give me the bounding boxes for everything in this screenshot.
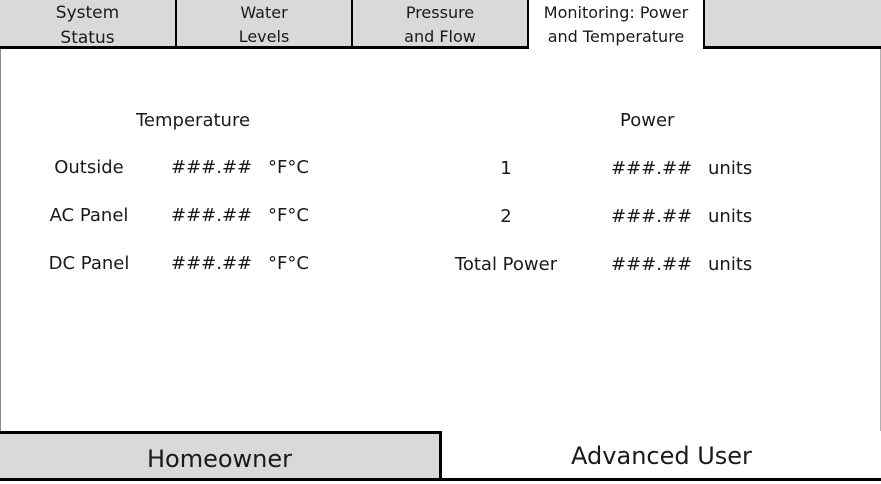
tab-bar-filler — [705, 0, 881, 49]
power-unit-total: units — [708, 254, 753, 275]
power-label-total: Total Power — [454, 254, 558, 275]
tab-system-status-label: System Status — [55, 3, 120, 48]
power-value-2: ###.## — [611, 206, 693, 227]
temperature-unit-dc-panel: °F°C — [268, 253, 309, 274]
temperature-value-ac-panel: ###.## — [171, 205, 253, 226]
homeowner-button[interactable]: Homeowner — [0, 431, 442, 478]
temperature-unit-outside: °F°C — [268, 157, 309, 178]
power-label-2: 2 — [500, 206, 512, 227]
temperature-label-dc-panel: DC Panel — [48, 253, 130, 274]
tab-system-status[interactable]: System Status — [0, 0, 177, 49]
tab-monitoring-label: Monitoring: Power and Temperature — [543, 3, 689, 46]
power-heading: Power — [620, 110, 675, 131]
power-value-total: ###.## — [611, 254, 693, 275]
temperature-value-outside: ###.## — [171, 157, 253, 178]
temperature-unit-ac-panel: °F°C — [268, 205, 309, 226]
temperature-value-dc-panel: ###.## — [171, 253, 253, 274]
power-label-1: 1 — [500, 158, 512, 179]
tab-pressure-and-flow-label: Pressure and Flow — [404, 3, 476, 46]
tab-bar: System Status Water Levels Pressure and … — [0, 0, 881, 50]
advanced-user-button[interactable]: Advanced User — [442, 431, 881, 478]
temperature-heading: Temperature — [136, 110, 251, 131]
power-unit-1: units — [708, 158, 753, 179]
tab-water-levels[interactable]: Water Levels — [177, 0, 353, 49]
power-unit-2: units — [708, 206, 753, 227]
bottom-border — [0, 478, 881, 481]
temperature-label-outside: Outside — [54, 157, 124, 178]
power-value-1: ###.## — [611, 158, 693, 179]
tab-pressure-and-flow[interactable]: Pressure and Flow — [353, 0, 529, 49]
tab-monitoring-power-temperature[interactable]: Monitoring: Power and Temperature — [529, 0, 705, 49]
tab-water-levels-label: Water Levels — [238, 3, 290, 46]
temperature-label-ac-panel: AC Panel — [49, 205, 129, 226]
